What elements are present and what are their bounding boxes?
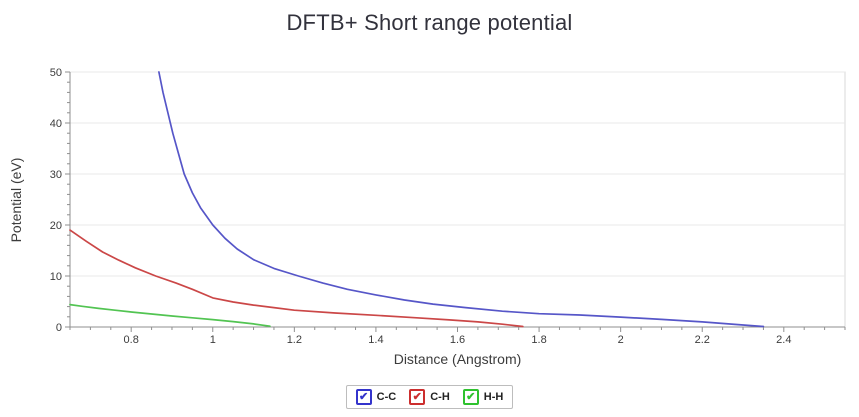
legend: ✔ C-C ✔ C-H ✔ H-H [0,385,859,409]
legend-checkbox-ch[interactable]: ✔ [409,389,426,405]
legend-item-cc[interactable]: ✔ C-C [355,389,397,405]
y-tick-label: 30 [50,169,62,181]
legend-checkbox-hh[interactable]: ✔ [462,389,479,405]
x-tick-label: 1 [210,334,216,346]
legend-label-ch: C-H [430,391,450,403]
x-tick-label: 1.2 [287,334,302,346]
x-axis-label: Distance (Angstrom) [393,351,522,367]
legend-box: ✔ C-C ✔ C-H ✔ H-H [345,385,514,409]
curve-c-h [69,229,524,328]
y-tick-label: 10 [50,271,62,283]
x-tick-label: 0.8 [124,334,139,346]
x-tick-label: 1.4 [368,334,383,346]
plot-border [69,71,846,328]
y-tick-label: 20 [50,220,62,232]
legend-item-hh[interactable]: ✔ H-H [462,389,504,405]
x-tick-label: 2 [618,334,624,346]
x-tick-label: 2.4 [776,334,791,346]
x-tick-label: 1.8 [531,334,546,346]
x-tick-label: 2.2 [695,334,710,346]
chart-title: DFTB+ Short range potential [286,10,573,35]
legend-item-ch[interactable]: ✔ C-H [409,389,450,405]
legend-label-cc: C-C [376,391,397,403]
curve-h-h [69,303,271,328]
y-tick-label: 0 [56,322,62,334]
plot-canvas: 0.8 1 1.2 1.4 1.6 1.8 2 2.2 2.4 0 10 20 30 40 50 [50,67,846,346]
legend-label-hh: H-H [483,391,504,403]
curve-c-c [158,71,765,328]
y-tick-label: 40 [50,118,62,130]
x-tick-label: 1.6 [450,334,465,346]
legend-checkbox-cc[interactable]: ✔ [355,389,372,405]
y-axis-label: Potential (eV) [8,157,24,243]
y-tick-label: 50 [50,67,62,79]
